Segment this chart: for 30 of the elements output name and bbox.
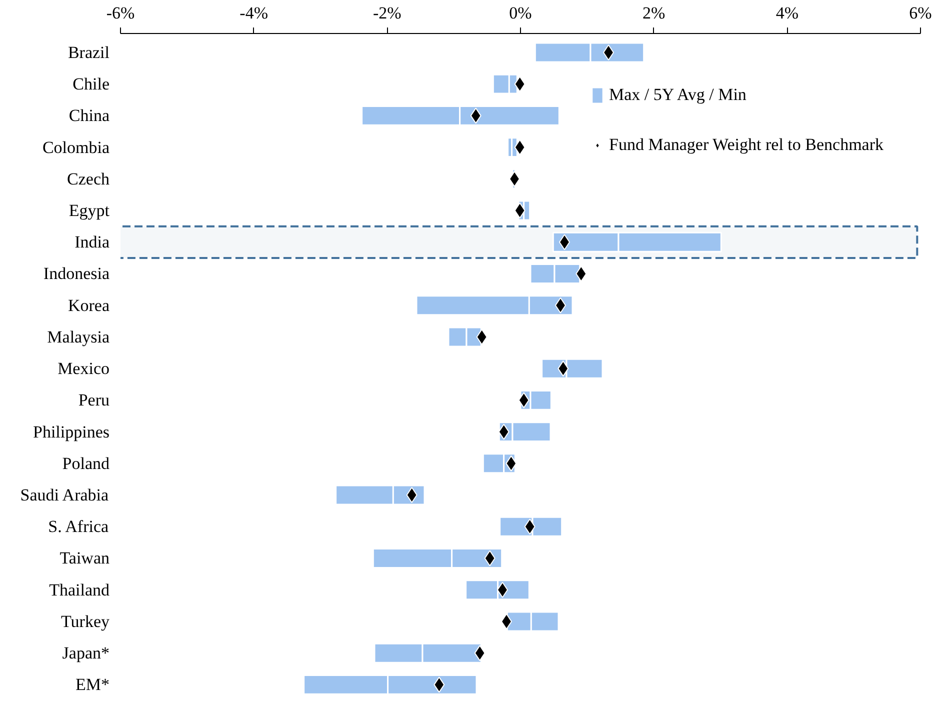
y-tick-label: Egypt — [68, 201, 110, 220]
y-tick-label: Czech — [67, 169, 110, 188]
y-tick-label: Peru — [78, 390, 110, 410]
y-tick-label: Chile — [72, 74, 110, 94]
y-tick-label: Malaysia — [47, 327, 110, 346]
y-tick-label: China — [68, 106, 110, 126]
x-tick-label: 4% — [776, 4, 799, 22]
y-tick-label: Turkey — [61, 612, 110, 631]
y-tick-label: Brazil — [68, 42, 110, 62]
y-tick-label: Philippines — [32, 422, 110, 442]
x-tick-label: 6% — [909, 4, 932, 22]
y-tick-label: Japan* — [62, 644, 110, 663]
y-tick-label: Mexico — [58, 359, 110, 378]
y-tick-label: India — [74, 232, 110, 252]
legend-label: Max / 5Y Avg / Min — [609, 85, 746, 105]
x-tick-label: 0% — [509, 4, 532, 22]
y-tick-label: Korea — [68, 296, 110, 315]
y-tick-label: Thailand — [49, 580, 110, 600]
y-tick-label: EM* — [76, 675, 110, 694]
y-tick-label: Saudi Arabia — [20, 486, 110, 505]
y-tick-label: Poland — [62, 454, 110, 473]
y-tick-label: Taiwan — [60, 548, 110, 568]
x-tick-label: -6% — [106, 4, 135, 22]
x-tick-label: 2% — [642, 4, 666, 22]
y-tick-label: Colombia — [42, 138, 110, 157]
x-tick-label: -2% — [373, 4, 402, 22]
y-tick-label: Indonesia — [43, 264, 110, 284]
y-tick-label: S. Africa — [48, 517, 110, 536]
x-tick-label: -4% — [240, 4, 268, 22]
legend-label: Fund Manager Weight rel to Benchmark — [609, 135, 884, 155]
